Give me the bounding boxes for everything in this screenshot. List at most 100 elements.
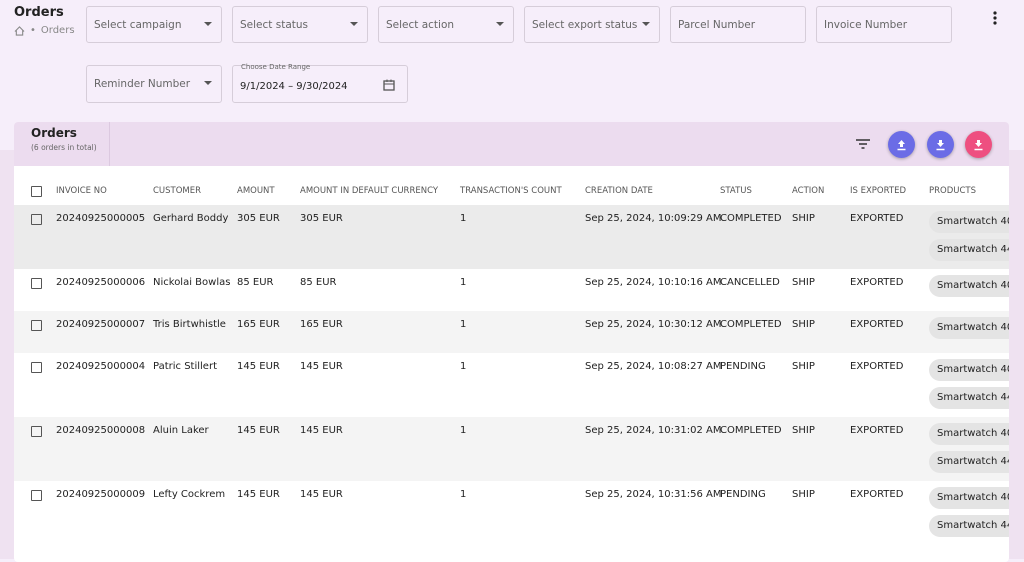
filter-button[interactable]	[856, 139, 870, 149]
row-checkbox[interactable]	[31, 214, 42, 225]
column-header[interactable]: AMOUNT IN DEFAULT CURRENCY	[300, 186, 439, 196]
filter-placeholder: Select export status	[532, 18, 638, 31]
table-cell: SHIP	[792, 425, 815, 436]
table-cell: 165 EUR	[237, 319, 280, 330]
table-row[interactable]: 20240925000005 Gerhard Boddy 305 EUR 305 EU…	[14, 205, 1009, 269]
column-header[interactable]: STATUS	[720, 186, 752, 196]
table-cell: PENDING	[720, 489, 766, 500]
table-cell: 1	[460, 489, 467, 500]
column-header[interactable]: AMOUNT	[237, 186, 275, 196]
table-cell: 1	[460, 425, 467, 436]
table-cell: 145 EUR	[237, 361, 280, 372]
table-cell: 145 EUR	[300, 425, 343, 436]
table-cell: 20240925000007	[56, 319, 146, 330]
filter-field[interactable]: Select status	[232, 6, 368, 43]
filter-field[interactable]: Select campaign	[86, 6, 222, 43]
table-cell: 20240925000006	[56, 277, 146, 288]
column-header[interactable]: IS EXPORTED	[850, 186, 907, 196]
column-header[interactable]: PRODUCTS	[929, 186, 977, 196]
filter-placeholder: Parcel Number	[678, 18, 756, 31]
table-cell: 305 EUR	[237, 213, 280, 224]
column-header[interactable]: ACTION	[792, 186, 825, 196]
card-title: Orders	[31, 126, 77, 140]
filter-placeholder: Select action	[386, 18, 455, 31]
breadcrumb: • Orders	[14, 25, 75, 36]
product-chip[interactable]: Smartwatch 44	[929, 387, 1009, 409]
product-chip[interactable]: Smartwatch 40	[929, 423, 1009, 445]
table-cell: Aluin Laker	[153, 425, 209, 436]
row-checkbox[interactable]	[31, 362, 42, 373]
table-cell: 145 EUR	[237, 489, 280, 500]
column-header[interactable]: CREATION DATE	[585, 186, 653, 196]
filter-placeholder: Select campaign	[94, 18, 182, 31]
table-cell: 1	[460, 361, 467, 372]
table-cell: 305 EUR	[300, 213, 343, 224]
table-cell: 20240925000005	[56, 213, 146, 224]
product-chip[interactable]: Smartwatch 40	[929, 359, 1009, 381]
product-chip[interactable]: Smartwatch 44	[929, 515, 1009, 537]
dropdown-arrow	[642, 22, 650, 26]
column-header[interactable]: INVOICE NO	[56, 186, 107, 196]
filter-field[interactable]: Parcel Number	[670, 6, 806, 43]
calendar-icon[interactable]	[383, 79, 395, 91]
table-cell: SHIP	[792, 213, 815, 224]
table-row[interactable]: 20240925000008 Aluin Laker 145 EUR 145 EUR 1…	[14, 417, 1009, 481]
date-range-label: Choose Date Range	[241, 63, 311, 71]
filter-field[interactable]: Select export status	[524, 6, 660, 43]
product-chip[interactable]: Smartwatch 40	[929, 317, 1009, 339]
page-title: Orders	[14, 5, 64, 20]
select-all-checkbox[interactable]	[31, 186, 42, 197]
table-cell: 1	[460, 277, 467, 288]
table-cell: 20240925000004	[56, 361, 146, 372]
column-header[interactable]: TRANSACTION'S COUNT	[460, 186, 562, 196]
filter-placeholder: Reminder Number	[94, 78, 191, 90]
card-header: Orders (6 orders in total)	[14, 122, 1009, 166]
product-chip[interactable]: Smartwatch 40	[929, 211, 1009, 233]
table-row[interactable]: 20240925000006 Nickolai Bowlas 85 EUR 85 EU…	[14, 269, 1009, 311]
product-chip[interactable]: Smartwatch 44	[929, 451, 1009, 473]
row-checkbox[interactable]	[31, 320, 42, 331]
table-cell: EXPORTED	[850, 425, 904, 436]
product-chip[interactable]: Smartwatch 44	[929, 239, 1009, 261]
table-cell: 165 EUR	[300, 319, 343, 330]
table-cell: Lefty Cockrem	[153, 489, 226, 500]
table-cell: COMPLETED	[720, 319, 782, 330]
row-checkbox[interactable]	[31, 426, 42, 437]
upload-button[interactable]	[888, 131, 915, 158]
breadcrumb-item[interactable]: Orders	[40, 25, 75, 36]
table-cell: Sep 25, 2024, 10:30:12 AM	[585, 319, 722, 330]
row-checkbox[interactable]	[31, 490, 42, 501]
export-button[interactable]	[965, 131, 992, 158]
table-cell: SHIP	[792, 277, 815, 288]
table-row[interactable]: 20240925000007 Tris Birtwhistle 165 EUR 165…	[14, 311, 1009, 353]
table-cell: Sep 25, 2024, 10:09:29 AM	[585, 213, 722, 224]
column-header[interactable]: CUSTOMER	[153, 186, 202, 196]
table-cell: Nickolai Bowlas	[153, 277, 231, 288]
table-cell: SHIP	[792, 361, 815, 372]
download-button[interactable]	[927, 131, 954, 158]
filter-field[interactable]: Reminder Number	[86, 65, 222, 103]
table-cell: 145 EUR	[237, 425, 280, 436]
table-cell: Patric Stillert	[153, 361, 217, 372]
more-menu[interactable]	[990, 10, 1000, 26]
product-chip[interactable]: Smartwatch 40	[929, 487, 1009, 509]
table-cell: Sep 25, 2024, 10:10:16 AM	[585, 277, 722, 288]
table-row[interactable]: 20240925000009 Lefty Cockrem 145 EUR 145 EU…	[14, 481, 1009, 545]
home-icon[interactable]	[14, 25, 25, 36]
table-cell: EXPORTED	[850, 213, 904, 224]
table-cell: 1	[460, 319, 467, 330]
row-checkbox[interactable]	[31, 278, 42, 289]
table-cell: 1	[460, 213, 467, 224]
product-chip[interactable]: Smartwatch 40	[929, 275, 1009, 297]
table-cell: CANCELLED	[720, 277, 780, 288]
table-row[interactable]: 20240925000004 Patric Stillert 145 EUR 145 …	[14, 353, 1009, 417]
table-cell: Sep 25, 2024, 10:31:56 AM	[585, 489, 722, 500]
date-range-field[interactable]: Choose Date Range 9/1/2024 – 9/30/2024	[232, 63, 408, 103]
filter-field[interactable]: Invoice Number	[816, 6, 952, 43]
dropdown-arrow	[350, 22, 358, 26]
card-subtitle: (6 orders in total)	[31, 143, 97, 152]
table-cell: COMPLETED	[720, 425, 782, 436]
dropdown-arrow	[496, 22, 504, 26]
filter-field[interactable]: Select action	[378, 6, 514, 43]
